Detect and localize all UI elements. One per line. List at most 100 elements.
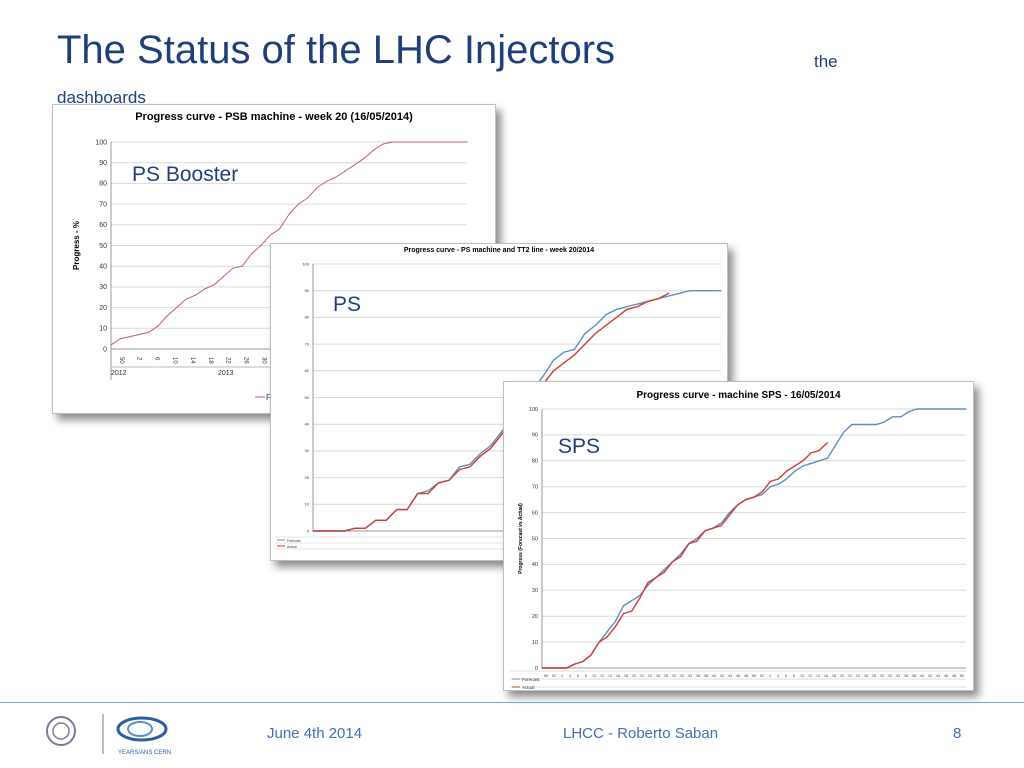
data-point — [333, 530, 335, 532]
data-point — [688, 543, 690, 545]
data-point — [761, 491, 763, 493]
data-point — [565, 667, 568, 669]
data-point — [582, 660, 584, 663]
x-tick-label: 6 — [154, 357, 160, 361]
data-point — [605, 324, 607, 327]
data-point — [678, 292, 680, 294]
data-point — [457, 141, 459, 143]
x-tick-label: 20 — [632, 674, 636, 678]
data-point — [542, 375, 544, 377]
data-point — [786, 470, 788, 472]
data-point — [851, 423, 853, 426]
legend-label: Actual — [287, 545, 297, 549]
y-tick-label: 50 — [532, 536, 538, 542]
data-point — [406, 509, 408, 511]
data-point — [185, 298, 187, 300]
data-point — [557, 667, 559, 669]
data-point — [297, 203, 299, 205]
x-tick-label: 14 — [189, 357, 195, 364]
y-tick-label: 30 — [305, 448, 310, 453]
ps-callout: PS — [333, 293, 362, 316]
data-point — [606, 636, 608, 638]
data-point — [605, 314, 607, 316]
y-tick-label: 40 — [305, 422, 310, 427]
x-tick-label: 18 — [832, 674, 836, 678]
data-point — [500, 431, 502, 433]
data-point — [553, 359, 555, 361]
footer-date: June 4th 2014 — [267, 725, 363, 742]
x-tick-label: 26 — [656, 674, 660, 678]
y-tick-label: 10 — [99, 326, 107, 333]
data-point — [794, 470, 796, 472]
data-point — [590, 654, 592, 656]
data-point — [647, 300, 649, 302]
x-tick-label: 4 — [777, 674, 779, 678]
year-label: 2013 — [218, 370, 234, 377]
x-tick-label: 44 — [936, 674, 940, 678]
y-axis-label: Progress - % — [72, 221, 81, 270]
data-point — [312, 530, 314, 532]
data-point — [419, 141, 421, 143]
slide-title: The Status of the LHC Injectors — [57, 28, 616, 72]
x-tick-label: 28 — [872, 674, 876, 678]
data-point — [573, 348, 576, 351]
data-point — [777, 483, 780, 485]
x-tick-label: 22 — [225, 357, 231, 364]
data-point — [147, 331, 150, 334]
data-point — [391, 141, 393, 143]
data-point — [614, 625, 616, 628]
x-tick-label: 38 — [912, 674, 916, 678]
data-point — [777, 478, 780, 480]
data-point — [594, 324, 597, 327]
y-tick-label: 80 — [305, 315, 310, 320]
psb-callout: PS Booster — [132, 163, 239, 186]
y-tick-label: 90 — [305, 288, 310, 293]
data-point — [631, 600, 633, 602]
cern-emblem-icon — [46, 716, 76, 746]
sps-chart-panel: Progress curve - machine SPS - 16/05/201… — [503, 381, 974, 691]
x-tick-label: 28 — [664, 674, 668, 678]
data-point — [689, 290, 691, 292]
data-point — [584, 332, 586, 335]
data-point — [385, 519, 387, 521]
data-point — [584, 343, 586, 345]
y-tick-label: 0 — [535, 666, 538, 672]
x-tick-label: 50 — [118, 357, 124, 364]
data-point — [382, 143, 384, 145]
logo-text: YEARS/ANS CERN — [118, 750, 171, 756]
y-tick-label: 20 — [532, 614, 538, 620]
data-point — [417, 493, 419, 495]
data-point — [753, 496, 755, 498]
data-point — [657, 298, 659, 300]
x-tick-label: 32 — [680, 674, 684, 678]
data-point — [574, 663, 576, 665]
data-point — [594, 332, 597, 335]
x-tick-label: 24 — [856, 674, 860, 678]
data-point — [965, 408, 967, 410]
data-point — [606, 631, 608, 633]
sps-chart: 0 10 20 30 40 50 60 70 80 90 100 Progress (Forecast… — [510, 407, 967, 690]
x-tick-label: 48 — [952, 674, 956, 678]
x-tick-label: 14 — [608, 674, 612, 678]
y-tick-label: 80 — [99, 181, 107, 188]
data-point — [110, 344, 112, 346]
data-point — [720, 522, 722, 524]
data-point — [761, 493, 763, 496]
data-point — [479, 452, 481, 455]
y-tick-label: 40 — [532, 562, 538, 568]
footer-divider — [0, 702, 1024, 703]
data-point — [794, 465, 796, 467]
y-axis-label: Progress (Forecast vs Actual) — [518, 503, 524, 574]
y-tick-label: 50 — [99, 243, 107, 250]
data-point — [354, 527, 356, 529]
data-point — [655, 576, 657, 578]
data-point — [680, 553, 682, 555]
data-point — [728, 514, 731, 516]
data-point — [859, 423, 861, 426]
data-point — [924, 408, 926, 410]
data-point — [598, 641, 600, 643]
x-tick-label: 22 — [640, 674, 644, 678]
data-point — [949, 408, 951, 410]
data-point — [250, 253, 253, 255]
data-point — [573, 354, 576, 356]
